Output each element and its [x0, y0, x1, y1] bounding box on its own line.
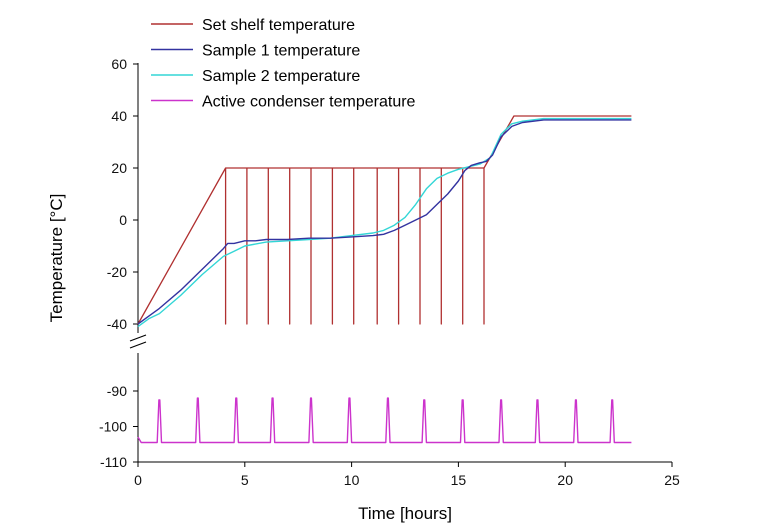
x-ticks: 0 5 10 15 20 25: [134, 462, 680, 488]
axis-break-mark: [129, 334, 147, 342]
y-axis-title: Temperature [°C]: [47, 194, 66, 323]
x-tick-label: 0: [134, 472, 142, 488]
y-tick-label: -90: [107, 383, 127, 399]
active-condenser-temperature-line: [137, 397, 632, 444]
y-tick-label: 40: [111, 108, 127, 124]
sample-1-temperature-line: [137, 119, 632, 325]
sample-2-temperature-line: [137, 117, 632, 328]
y-ticks-lower: -110 -100 -90: [99, 383, 138, 470]
x-axis-title: Time [hours]: [358, 504, 452, 523]
legend-label: Sample 1 temperature: [202, 43, 360, 60]
legend: Set shelf temperature Sample 1 temperatur…: [151, 17, 416, 111]
legend-label: Sample 2 temperature: [202, 68, 360, 85]
legend-label: Set shelf temperature: [202, 17, 355, 34]
series-layer: [137, 115, 632, 444]
x-tick-label: 25: [664, 472, 680, 488]
y-tick-label: -20: [107, 264, 127, 280]
set-shelf-temperature-line: [137, 115, 632, 325]
y-tick-label: 0: [119, 212, 127, 228]
x-tick-label: 15: [451, 472, 467, 488]
axis-break-mark: [129, 341, 147, 349]
y-tick-label: 60: [111, 56, 127, 72]
x-tick-label: 20: [557, 472, 573, 488]
y-tick-label: -40: [107, 316, 127, 332]
x-tick-label: 10: [344, 472, 360, 488]
axis-break: [129, 334, 147, 349]
plot-axes: [137, 63, 672, 463]
y-tick-label: -110: [100, 454, 127, 470]
y-tick-label: 20: [111, 160, 127, 176]
y-ticks-upper: -40 -20 0 20 40 60: [107, 56, 138, 332]
x-tick-label: 5: [241, 472, 249, 488]
y-tick-label: -100: [99, 419, 127, 435]
legend-label: Active condenser temperature: [202, 94, 416, 111]
